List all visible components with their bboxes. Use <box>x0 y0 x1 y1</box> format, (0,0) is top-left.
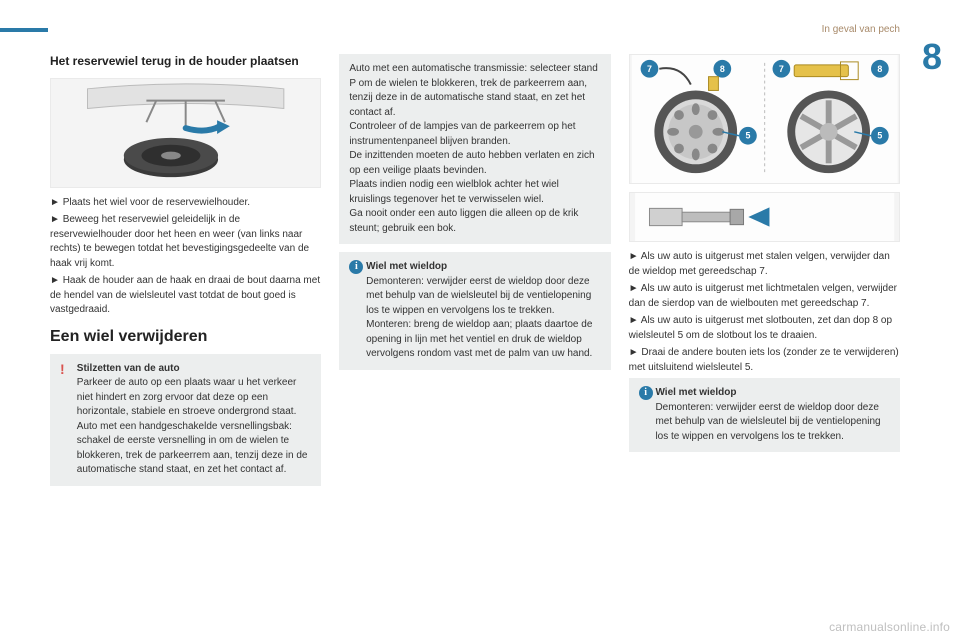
col3-bullet-1: Als uw auto is uitgerust met stalen velg… <box>629 250 900 279</box>
illustration-socket <box>629 192 900 242</box>
warn-body: Parkeer de auto op een plaats waar u het… <box>77 377 308 475</box>
watermark: carmanualsonline.info <box>829 620 950 634</box>
col2-info-body: Demonteren: verwijder eerst de wieldop d… <box>366 276 592 360</box>
col1-bullet-2: Beweeg het reservewiel geleidelijk in de… <box>50 213 321 271</box>
warning-icon: ! <box>60 362 74 376</box>
callout-8-right: 8 <box>877 64 882 74</box>
callout-7-left: 7 <box>647 64 652 74</box>
callout-7-right: 7 <box>779 64 784 74</box>
col3-bullet-3: Als uw auto is uitgerust met slotbouten,… <box>629 314 900 343</box>
warn-title: Stilzetten van de auto <box>77 363 180 374</box>
column-1: Het reservewiel terug in de houder plaat… <box>50 54 321 610</box>
info-icon-wrapper-2: i <box>639 386 653 401</box>
col2-box-auto-trans: Auto met een automatische transmissie: s… <box>339 54 610 244</box>
col3-info-title: Wiel met wieldop <box>655 387 736 398</box>
column-2: Auto met een automatische transmissie: s… <box>339 54 610 610</box>
col3-bullet-4: Draai de andere bouten iets los (zonder … <box>629 346 900 375</box>
col1-heading: Het reservewiel terug in de houder plaat… <box>50 54 321 70</box>
col1-heading2: Een wiel verwijderen <box>50 328 321 346</box>
column-3: 7 8 5 <box>629 54 900 610</box>
content-columns: Het reservewiel terug in de houder plaat… <box>50 54 900 610</box>
callout-5-left: 5 <box>745 131 750 141</box>
warning-box: ! Stilzetten van de auto Parkeer de auto… <box>50 354 321 486</box>
illustration-wheels: 7 8 5 <box>629 54 900 184</box>
col2-box1-text: Auto met een automatische transmissie: s… <box>349 63 597 234</box>
chapter-number: 8 <box>922 36 942 78</box>
section-title: In geval van pech <box>822 24 900 35</box>
col2-info-title: Wiel met wieldop <box>366 261 447 272</box>
info-icon-wrapper: i <box>349 260 363 275</box>
col3-bullet-2: Als uw auto is uitgerust met lichtmetale… <box>629 282 900 311</box>
col3-info-box: i Wiel met wieldop Demonteren: verwijder… <box>629 378 900 452</box>
info-icon: i <box>349 260 363 274</box>
col2-info-box: i Wiel met wieldop Demonteren: verwijder… <box>339 252 610 370</box>
top-accent-bar <box>0 28 48 32</box>
info-icon-2: i <box>639 386 653 400</box>
callout-8-left: 8 <box>720 64 725 74</box>
col3-info-body: Demonteren: verwijder eerst de wieldop d… <box>655 402 880 442</box>
col1-bullet-3: Haak de houder aan de haak en draai de b… <box>50 274 321 318</box>
callout-5-right: 5 <box>877 131 882 141</box>
illustration-spare-wheel <box>50 78 321 188</box>
col1-bullet-1: Plaats het wiel voor de reservewielhoude… <box>50 196 321 211</box>
